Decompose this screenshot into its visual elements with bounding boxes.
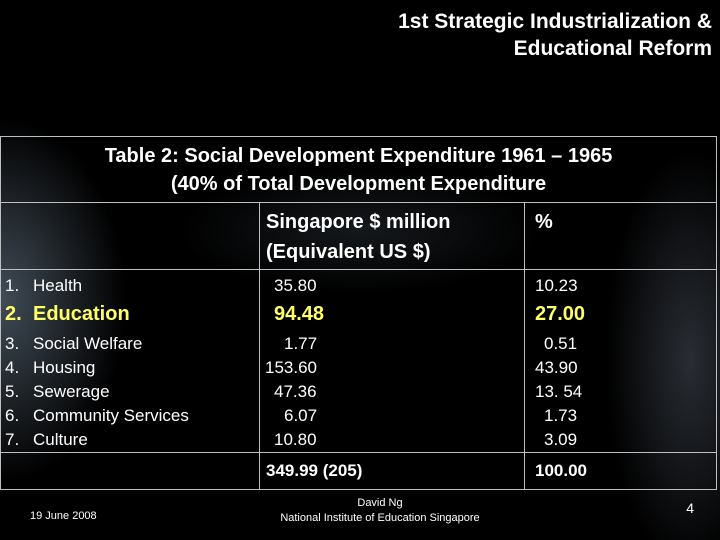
table-row-education: 2. Education bbox=[1, 298, 259, 330]
total-pct: 100.00 bbox=[523, 452, 718, 490]
value-community-services: 6.07 bbox=[284, 406, 318, 425]
slide-title-line2: Educational Reform bbox=[513, 37, 712, 60]
category-label: Community Services bbox=[33, 406, 189, 425]
table-header-row: Singapore $ million (Equivalent US $) % bbox=[0, 202, 718, 270]
row-number: 2. bbox=[5, 303, 22, 325]
value-column: 35.80 94.48 1.77 153.60 47.36 6.07 10.80 bbox=[259, 269, 525, 453]
table-row-social-welfare: 3. Social Welfare bbox=[1, 332, 259, 356]
category-column: 1. Health 2. Education 3. Social Welfare 4.… bbox=[0, 269, 260, 453]
value-education: 94.48 bbox=[274, 303, 325, 325]
expenditure-table: Table 2: Social Development Expenditure … bbox=[0, 136, 718, 490]
table-row-community-services: 6. Community Services bbox=[1, 404, 259, 428]
table-caption-line1: Table 2: Social Development Expenditure … bbox=[104, 145, 613, 167]
pct-housing: 43.90 bbox=[535, 358, 578, 377]
table-row-housing: 4. Housing bbox=[1, 356, 259, 380]
pct-community-services: 1.73 bbox=[544, 406, 578, 425]
row-number: 7. bbox=[5, 430, 20, 449]
footer-date: 19 June 2008 bbox=[30, 510, 97, 522]
pct-culture: 3.09 bbox=[544, 430, 578, 449]
footer-author-block: David Ng National Institute of Education… bbox=[0, 496, 720, 526]
pct-education: 27.00 bbox=[535, 303, 586, 325]
row-number: 6. bbox=[5, 406, 20, 425]
pct-column: 10.23 27.00 0.51 43.90 13. 54 1.73 3.09 bbox=[523, 269, 718, 453]
category-label: Health bbox=[33, 276, 83, 295]
row-number: 4. bbox=[5, 358, 20, 377]
pct-sewerage: 13. 54 bbox=[535, 382, 583, 401]
value-culture: 10.80 bbox=[274, 430, 317, 449]
category-label: Education bbox=[33, 303, 130, 325]
category-label: Sewerage bbox=[33, 382, 110, 401]
table-total-row: 349.99 (205) 100.00 bbox=[0, 452, 718, 490]
table-caption: Table 2: Social Development Expenditure … bbox=[0, 136, 718, 203]
value-housing: 153.60 bbox=[265, 358, 317, 377]
pct-social-welfare: 0.51 bbox=[544, 334, 578, 353]
slide-title: 1st Strategic Industrialization & Educat… bbox=[398, 8, 712, 62]
category-label: Culture bbox=[33, 430, 88, 449]
value-health: 35.80 bbox=[274, 276, 317, 295]
table-row-culture: 7. Culture bbox=[1, 428, 259, 452]
category-label: Housing bbox=[33, 358, 96, 377]
footer-author: David Ng bbox=[357, 497, 403, 509]
value-header-line2: (Equivalent US $) bbox=[266, 241, 431, 263]
table-caption-line2: (40% of Total Development Expenditure bbox=[170, 173, 547, 195]
table-row-sewerage: 5. Sewerage bbox=[1, 380, 259, 404]
pct-health: 10.23 bbox=[535, 276, 578, 295]
page-number: 4 bbox=[686, 500, 694, 516]
row-number: 1. bbox=[5, 276, 20, 295]
total-value: 349.99 (205) bbox=[259, 452, 525, 490]
header-empty-cell bbox=[0, 202, 260, 270]
row-number: 5. bbox=[5, 382, 20, 401]
value-social-welfare: 1.77 bbox=[284, 334, 318, 353]
slide-title-line1: 1st Strategic Industrialization & bbox=[398, 10, 712, 33]
value-sewerage: 47.36 bbox=[274, 382, 317, 401]
table-body-row: 1. Health 2. Education 3. Social Welfare 4.… bbox=[0, 269, 718, 453]
row-number: 3. bbox=[5, 334, 20, 353]
category-label: Social Welfare bbox=[33, 334, 143, 353]
table-row-health: 1. Health bbox=[1, 274, 259, 298]
value-header-line1: Singapore $ million bbox=[266, 211, 451, 233]
footer-institution: National Institute of Education Singapor… bbox=[280, 512, 480, 524]
table-caption-row: Table 2: Social Development Expenditure … bbox=[0, 136, 718, 203]
value-column-header: Singapore $ million (Equivalent US $) bbox=[259, 202, 525, 270]
total-empty-cell bbox=[0, 452, 260, 490]
pct-column-header: % bbox=[523, 202, 718, 270]
